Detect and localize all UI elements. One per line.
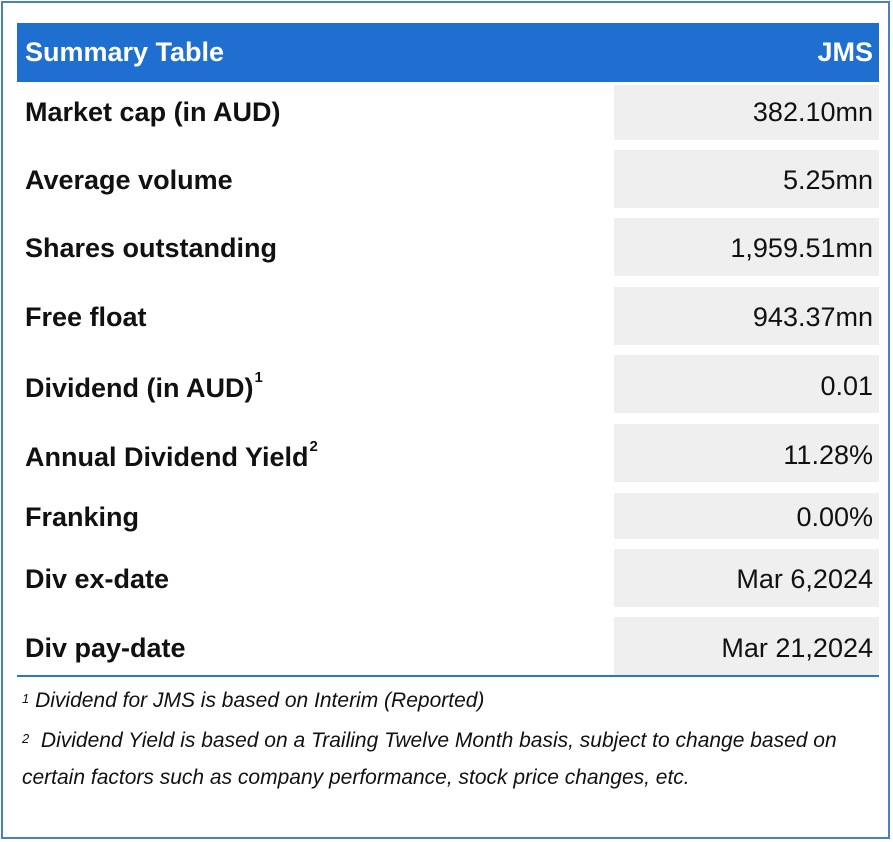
- row-value: 11.28%: [783, 440, 873, 470]
- value-cell: 1,959.51mn: [614, 218, 879, 276]
- footnote-marker: 2: [22, 731, 30, 746]
- value-cell: 943.37mn: [614, 287, 879, 345]
- row-label: Shares outstanding: [25, 233, 278, 263]
- value-cell: 0.00%: [614, 493, 879, 539]
- ticker-symbol: JMS: [817, 37, 873, 67]
- table-row-average-volume: Average volume 5.25mn: [17, 150, 879, 208]
- footnote-marker: 2: [309, 438, 318, 455]
- value-cell: Mar 21,2024: [614, 617, 879, 675]
- row-label: Div pay-date: [25, 633, 186, 663]
- table-title: Summary Table: [25, 37, 225, 67]
- value-cell: 0.01: [614, 355, 879, 413]
- table-row-annual-dividend-yield: Annual Dividend Yield2 11.28%: [17, 424, 879, 482]
- row-value: 382.10mn: [752, 97, 873, 127]
- footnote-1: 1 Dividend for JMS is based on Interim (…: [22, 689, 485, 712]
- value-cell: 5.25mn: [614, 150, 879, 208]
- value-cell: 382.10mn: [614, 85, 879, 140]
- row-value: 0.00%: [796, 502, 873, 532]
- row-label: Free float: [25, 302, 147, 332]
- table-row-div-ex-date: Div ex-date Mar 6,2024: [17, 549, 879, 607]
- row-label: Franking: [25, 502, 140, 532]
- row-value: Mar 6,2024: [736, 564, 873, 594]
- row-value: 1,959.51mn: [730, 233, 873, 263]
- row-value: 943.37mn: [752, 302, 873, 332]
- table-row-dividend: Dividend (in AUD)1 0.01: [17, 355, 879, 413]
- table-row-free-float: Free float 943.37mn: [17, 287, 879, 345]
- footnote-2: 2 Dividend Yield is based on a Trailing …: [22, 729, 843, 789]
- row-value: Mar 21,2024: [721, 633, 873, 663]
- row-label: Market cap (in AUD): [25, 97, 281, 127]
- footnote-marker: 1: [22, 691, 30, 706]
- table-row-franking: Franking 0.00%: [17, 493, 879, 539]
- table-bottom-divider: [17, 675, 879, 677]
- table-row-shares-outstanding: Shares outstanding 1,959.51mn: [17, 218, 879, 276]
- row-label: Div ex-date: [25, 564, 170, 594]
- row-value: 0.01: [820, 371, 873, 401]
- table-row-div-pay-date: Div pay-date Mar 21,2024: [17, 617, 879, 675]
- table-header: Summary Table JMS: [17, 23, 879, 82]
- table-row-market-cap: Market cap (in AUD) 382.10mn: [17, 85, 879, 140]
- value-cell: 11.28%: [614, 424, 879, 482]
- row-value: 5.25mn: [782, 165, 873, 195]
- value-cell: Mar 6,2024: [614, 549, 879, 607]
- row-label: Average volume: [25, 165, 233, 195]
- row-label: Dividend (in AUD)1: [25, 369, 263, 403]
- footnote-marker: 1: [254, 369, 263, 386]
- row-label: Annual Dividend Yield2: [25, 438, 318, 472]
